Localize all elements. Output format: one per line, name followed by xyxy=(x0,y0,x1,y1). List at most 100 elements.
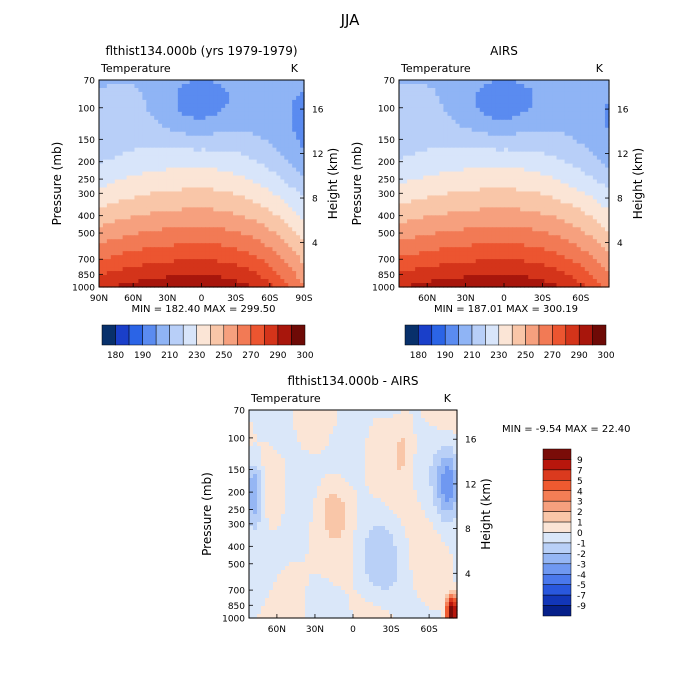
field-cell xyxy=(588,155,594,161)
field-cell xyxy=(260,115,266,121)
field-cell xyxy=(491,179,497,185)
field-cell xyxy=(556,115,562,121)
field-cell xyxy=(415,139,420,145)
field-cell xyxy=(495,243,501,248)
field-cell xyxy=(272,187,277,193)
field-cell xyxy=(504,155,509,161)
field-cell xyxy=(475,195,481,201)
field-cell xyxy=(236,239,242,244)
field-cell xyxy=(185,239,191,244)
field-cell xyxy=(221,143,226,149)
field-cell xyxy=(407,231,412,236)
field-cell xyxy=(264,95,270,101)
field-cell xyxy=(126,195,132,201)
field-cell xyxy=(233,179,238,185)
field-cell xyxy=(276,195,281,201)
field-cell xyxy=(150,91,155,97)
field-cell xyxy=(154,251,159,256)
field-cell xyxy=(399,187,404,193)
field-cell xyxy=(584,103,590,109)
field-cell xyxy=(169,151,175,157)
field-cell xyxy=(512,235,517,240)
field-cell xyxy=(189,275,195,280)
field-cell xyxy=(427,207,432,212)
field-cell xyxy=(114,283,120,288)
field-cell xyxy=(487,80,493,85)
field-cell xyxy=(209,175,214,181)
field-cell xyxy=(185,135,191,141)
field-cell xyxy=(300,231,305,236)
field-cell xyxy=(236,199,242,204)
field-cell xyxy=(495,247,501,252)
field-cell xyxy=(106,251,112,256)
field-cell xyxy=(280,143,285,149)
field-cell xyxy=(169,183,175,189)
field-cell xyxy=(99,87,104,93)
field-cell xyxy=(552,231,558,236)
field-cell xyxy=(423,91,428,97)
field-cell xyxy=(596,115,602,121)
field-cell xyxy=(126,159,132,165)
field-cell xyxy=(524,139,529,145)
field-cell xyxy=(142,211,147,216)
field-cell xyxy=(292,283,297,288)
field-cell xyxy=(189,123,195,129)
field-cell xyxy=(415,135,420,141)
field-cell xyxy=(268,131,274,137)
field-cell xyxy=(532,183,537,189)
field-cell xyxy=(260,219,266,224)
field-cell xyxy=(169,107,175,113)
field-cell xyxy=(524,239,529,244)
field-cell xyxy=(205,107,210,113)
field-cell xyxy=(280,123,285,129)
field-cell xyxy=(276,127,281,133)
field-cell xyxy=(134,155,140,161)
field-cell xyxy=(169,235,175,240)
field-cell xyxy=(495,207,501,212)
field-cell xyxy=(106,107,112,113)
field-cell xyxy=(399,247,404,252)
field-cell xyxy=(236,175,242,181)
field-cell xyxy=(572,83,578,89)
field-cell xyxy=(467,111,473,117)
field-cell xyxy=(142,107,147,113)
field-cell xyxy=(576,235,582,240)
field-cell xyxy=(564,167,570,173)
field-cell xyxy=(540,187,545,193)
field-cell xyxy=(233,247,238,252)
field-cell xyxy=(158,171,163,177)
field-cell xyxy=(213,119,218,125)
field-cell xyxy=(173,87,179,93)
field-cell xyxy=(205,223,210,228)
field-cell xyxy=(197,203,203,208)
field-cell xyxy=(154,219,159,224)
field-cell xyxy=(584,87,590,93)
field-cell xyxy=(229,231,234,236)
field-cell xyxy=(146,267,151,272)
field-cell xyxy=(528,239,533,244)
field-cell xyxy=(296,279,301,284)
field-cell xyxy=(423,243,428,248)
field-cell xyxy=(548,107,554,113)
field-cell xyxy=(221,115,226,121)
field-cell xyxy=(592,211,598,216)
field-cell xyxy=(471,99,477,105)
field-cell xyxy=(138,283,143,288)
field-cell xyxy=(106,163,112,169)
field-cell xyxy=(201,111,207,117)
field-cell xyxy=(158,179,163,185)
field-cell xyxy=(236,227,242,232)
field-cell xyxy=(435,191,440,197)
field-cell xyxy=(604,239,610,244)
field-cell xyxy=(479,107,485,113)
field-cell xyxy=(146,279,151,284)
field-cell xyxy=(280,223,285,228)
field-cell xyxy=(201,187,207,193)
field-cell xyxy=(544,103,550,109)
field-cell xyxy=(443,203,449,208)
field-cell xyxy=(415,175,420,181)
field-cell xyxy=(588,143,594,149)
field-cell xyxy=(407,199,412,204)
field-cell xyxy=(524,179,529,185)
field-cell xyxy=(114,191,120,197)
